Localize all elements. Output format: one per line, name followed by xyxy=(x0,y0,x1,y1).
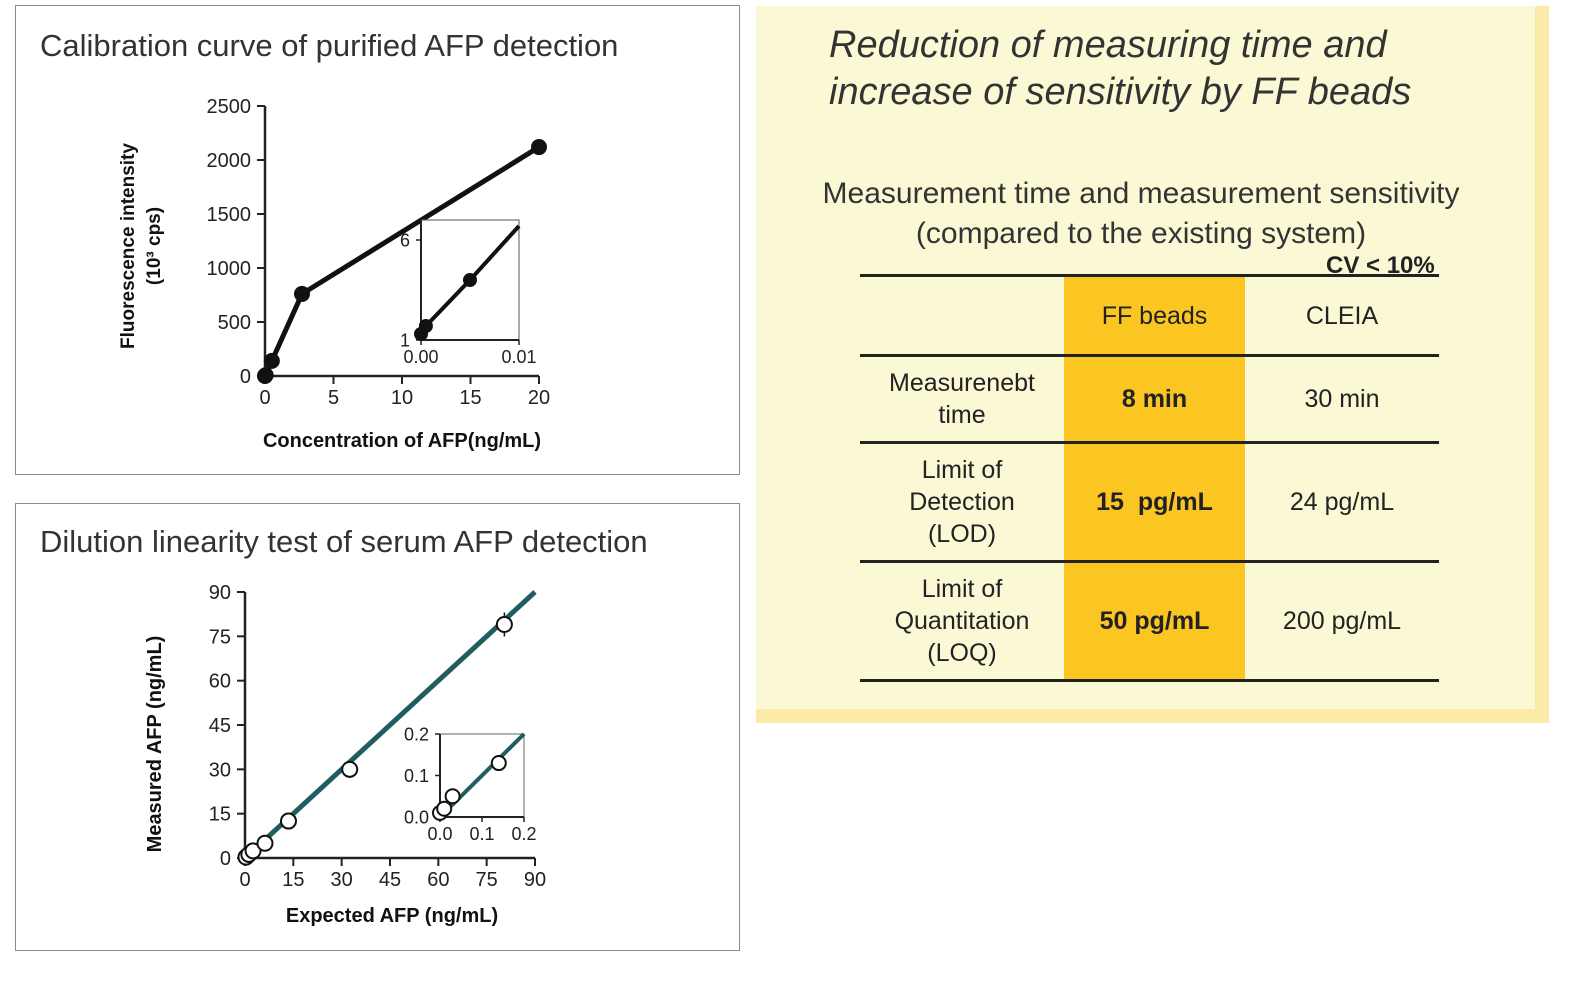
x-tick-label: 60 xyxy=(427,869,449,891)
row-label-line: Limit of xyxy=(921,456,1003,484)
calibration-panel: Calibration curve of purified AFP detect… xyxy=(15,5,740,475)
x-axis-label: Expected AFP (ng/mL) xyxy=(286,905,498,927)
x-tick-label: 0.0 xyxy=(427,824,452,844)
data-point xyxy=(531,139,547,156)
row-label-line: (LOQ) xyxy=(927,639,997,667)
y-tick-label: 6 xyxy=(400,230,410,250)
y-tick-label: 1500 xyxy=(207,204,252,226)
y-tick-label: 1 xyxy=(400,330,410,350)
data-point xyxy=(256,834,274,852)
inset-data-point xyxy=(463,273,477,287)
y-tick-label: 1000 xyxy=(207,258,252,280)
summary-heading-line1: Reduction of measuring time and xyxy=(829,24,1387,66)
ff-value: 15 pg/mL xyxy=(1064,442,1245,562)
dilution-chart: 0 15 30 45 60 75 90 0 15 30 45 60 75 90 Expected AFP (… xyxy=(144,582,546,927)
cleia-value: 30 min xyxy=(1304,385,1380,413)
y-axis-label: Fluorescence intensity xyxy=(118,143,139,349)
table-header-row: FF beads CLEIA xyxy=(860,275,1439,356)
y-tick-label: 0.0 xyxy=(404,807,429,827)
row-label: Limit of Quantitation (LOQ) xyxy=(860,562,1064,681)
row-label-line: time xyxy=(938,401,986,429)
x-tick-label: 15 xyxy=(459,387,481,409)
row-label-line: Measurenebt xyxy=(889,369,1035,397)
x-tick-label: 0.00 xyxy=(403,347,438,367)
header-empty xyxy=(860,276,1064,356)
calibration-title: Calibration curve of purified AFP detect… xyxy=(40,28,619,63)
row-label-line: Quantitation xyxy=(894,607,1030,635)
summary-subheading-line2: (compared to the existing system) xyxy=(915,217,1367,250)
header-ff-beads: FF beads xyxy=(1064,275,1245,356)
data-point xyxy=(280,812,297,830)
cleia-value: 200 pg/mL xyxy=(1282,607,1402,635)
summary-heading: Reduction of measuring time and increase… xyxy=(829,22,1529,116)
y-tick-label: 15 xyxy=(209,804,231,826)
data-point xyxy=(263,352,280,369)
row-label-line: Limit of xyxy=(921,575,1003,603)
y-axis-unit: (10³ cps) xyxy=(144,207,165,285)
inset-data-point xyxy=(490,755,507,772)
x-tick-label: 45 xyxy=(379,869,401,891)
x-tick-label: 90 xyxy=(524,869,546,891)
x-tick-label: 30 xyxy=(331,869,353,891)
y-tick-label: 2000 xyxy=(207,150,252,172)
cv-note: CV < 10% xyxy=(1326,252,1435,279)
y-tick-label: 60 xyxy=(209,671,231,693)
cleia-value: 24 pg/mL xyxy=(1289,488,1395,516)
y-tick-label: 0 xyxy=(240,366,251,388)
row-label: Measurenebt time xyxy=(860,356,1064,443)
ff-value: 8 min xyxy=(1064,355,1245,443)
y-axis-label: Measured AFP (ng/mL) xyxy=(144,636,166,853)
data-point xyxy=(257,367,274,384)
fit-line xyxy=(243,590,537,860)
row-label: Limit of Detection (LOD) xyxy=(860,443,1064,562)
y-tick-label: 30 xyxy=(209,759,231,781)
data-point xyxy=(341,760,359,778)
table-row-loq: Limit of Quantitation (LOQ) 50 pg/mL 200… xyxy=(860,561,1439,681)
y-tick-label: 0 xyxy=(220,848,231,870)
y-tick-label: 500 xyxy=(218,312,251,334)
x-tick-label: 10 xyxy=(391,387,413,409)
inset-data-point xyxy=(418,319,433,333)
row-label-line: (LOD) xyxy=(927,520,997,548)
inset-data-point xyxy=(444,788,461,805)
x-tick-label: 0.2 xyxy=(511,824,536,844)
x-tick-label: 20 xyxy=(528,387,550,409)
inset-data-point xyxy=(436,800,453,817)
summary-subheading-line1: Measurement time and measurement sensiti… xyxy=(822,177,1460,210)
data-point xyxy=(293,285,310,302)
table-row-lod: Limit of Detection (LOD) 15 pg/mL 24 pg/… xyxy=(860,442,1439,562)
x-tick-label: 5 xyxy=(328,387,339,409)
y-tick-label: 0.1 xyxy=(404,766,429,786)
x-tick-label: 15 xyxy=(282,869,304,891)
summary-heading-line2: increase of sensitivity by FF beads xyxy=(829,71,1412,113)
ff-value: 50 pg/mL xyxy=(1064,561,1245,681)
calibration-chart: 0 5 10 15 20 0 500 1000 1500 2000 2500 Concentratio… xyxy=(118,96,550,452)
table-row-time: Measurenebt time 8 min 30 min xyxy=(860,355,1439,443)
x-tick-label: 0.01 xyxy=(501,347,536,367)
y-tick-label: 2500 xyxy=(207,96,252,118)
x-tick-label: 0 xyxy=(259,387,270,409)
header-cleia: CLEIA xyxy=(1305,301,1379,330)
summary-subheading: Measurement time and measurement sensiti… xyxy=(756,174,1526,254)
data-point xyxy=(244,842,262,860)
data-point xyxy=(495,616,513,634)
row-label-line: Detection xyxy=(909,488,1015,516)
y-tick-label: 75 xyxy=(209,626,231,648)
comparison-table: FF beads CLEIA Measurenebt time 8 min 30… xyxy=(860,274,1439,682)
dilution-title: Dilution linearity test of serum AFP det… xyxy=(40,524,648,559)
x-tick-label: 0 xyxy=(239,869,250,891)
y-tick-label: 0.2 xyxy=(404,724,429,744)
summary-box: Reduction of measuring time and increase… xyxy=(756,6,1549,723)
x-axis-label: Concentration of AFP(ng/mL) xyxy=(263,430,541,452)
y-tick-label: 45 xyxy=(209,715,231,737)
dilution-panel: Dilution linearity test of serum AFP det… xyxy=(15,503,740,951)
x-tick-label: 0.1 xyxy=(469,824,494,844)
x-tick-label: 75 xyxy=(476,869,498,891)
y-tick-label: 90 xyxy=(209,582,231,604)
